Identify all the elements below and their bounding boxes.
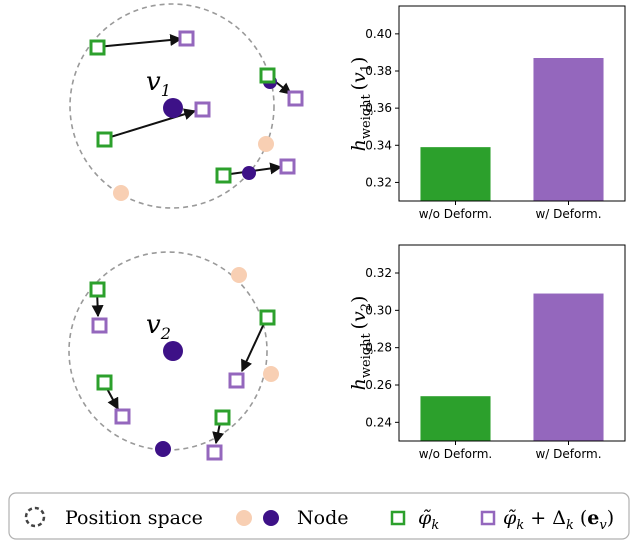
legend-position-space: Position space bbox=[65, 507, 203, 529]
y-tick-label: 0.36 bbox=[365, 101, 392, 115]
y-tick-label: 0.28 bbox=[365, 341, 392, 355]
legend: Position space Node φ̃k φ̃k + Δk (ev) bbox=[8, 492, 630, 540]
deformed-point-square bbox=[287, 90, 304, 107]
sample-point-square bbox=[89, 281, 106, 298]
sample-point-square bbox=[259, 67, 276, 84]
sample-point-square bbox=[259, 309, 276, 326]
node-dark-icon bbox=[263, 510, 279, 526]
bar-with-deform bbox=[533, 58, 604, 201]
x-tick-label: w/ Deform. bbox=[535, 207, 601, 221]
node-label-v1: v1 bbox=[146, 67, 171, 100]
deformed-point-square bbox=[194, 101, 211, 118]
node-dark bbox=[163, 341, 183, 361]
deformed-point-square bbox=[178, 30, 195, 47]
legend-box bbox=[8, 492, 630, 540]
y-tick-label: 0.26 bbox=[365, 378, 392, 392]
sample-point-square bbox=[89, 39, 106, 56]
sample-point-square bbox=[214, 409, 231, 426]
x-tick-label: w/ Deform. bbox=[535, 447, 601, 461]
deformation-arrow bbox=[96, 34, 183, 48]
sample-point-square bbox=[96, 131, 113, 148]
node-label-v2: v2 bbox=[146, 310, 171, 343]
bar-chart-2: 0.24 0.26 0.28 0.30 0.32 w/o Deform. w/ Defor… bbox=[348, 244, 626, 461]
deformed-point-square bbox=[206, 444, 223, 461]
deformed-point-square bbox=[91, 317, 108, 334]
phi-icon bbox=[390, 510, 406, 526]
legend-phi: φ̃k bbox=[418, 507, 439, 533]
x-tick-label: w/o Deform. bbox=[419, 447, 492, 461]
node-light bbox=[258, 136, 274, 152]
diagram-1: v1 bbox=[69, 3, 304, 209]
sample-point-square bbox=[96, 374, 113, 391]
y-tick-label: 0.30 bbox=[365, 303, 392, 317]
legend-phi-delta: φ̃k + Δk (ev) bbox=[503, 507, 614, 533]
deformed-point-square bbox=[279, 158, 296, 175]
y-tick-label: 0.32 bbox=[365, 175, 392, 189]
y-tick-label: 0.24 bbox=[365, 415, 392, 429]
chart-frame bbox=[398, 5, 626, 202]
y-tick-label: 0.38 bbox=[365, 64, 392, 78]
bar-with-deform bbox=[533, 293, 604, 441]
sample-point-square bbox=[215, 167, 232, 184]
y-tick-label: 0.32 bbox=[365, 266, 392, 280]
position-space-icon bbox=[24, 506, 46, 528]
phi-delta-icon bbox=[480, 510, 496, 526]
position-space-circle-1 bbox=[69, 3, 275, 209]
node-dark bbox=[163, 98, 183, 118]
diagram-2: v2 bbox=[68, 251, 279, 461]
node-light-icon bbox=[236, 510, 252, 526]
bar-without-deform bbox=[420, 396, 491, 441]
deformation-arrow bbox=[241, 316, 268, 373]
node-light bbox=[113, 185, 129, 201]
bar-chart-1: 0.32 0.34 0.36 0.38 0.40 w/o Deform. w/ Defor… bbox=[348, 5, 626, 221]
node-light bbox=[231, 267, 247, 283]
node-dark bbox=[242, 166, 256, 180]
y-axis-label-2: hweight (v2) bbox=[348, 296, 374, 391]
y-axis-label-1: hweight (v1) bbox=[348, 57, 374, 152]
y-tick-label: 0.40 bbox=[365, 27, 392, 41]
y-tick-label: 0.34 bbox=[365, 138, 392, 152]
node-dark bbox=[155, 441, 171, 457]
x-tick-label: w/o Deform. bbox=[419, 207, 492, 221]
node-light bbox=[263, 366, 279, 382]
bar-without-deform bbox=[420, 147, 491, 201]
deformation-arrow bbox=[103, 108, 197, 140]
chart-frame bbox=[398, 244, 626, 442]
deformed-point-square bbox=[228, 372, 245, 389]
deformed-point-square bbox=[114, 408, 131, 425]
legend-node: Node bbox=[297, 507, 348, 529]
